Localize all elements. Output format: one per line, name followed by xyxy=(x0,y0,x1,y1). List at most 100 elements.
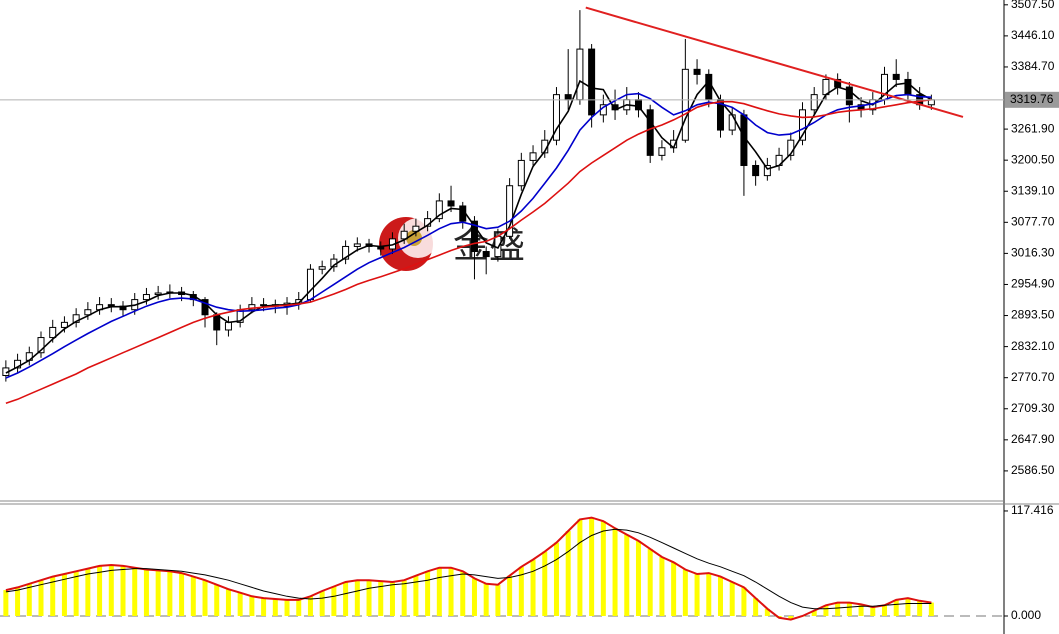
histogram-bar xyxy=(190,576,196,617)
y-tick-label: 2709.30 xyxy=(1011,401,1055,415)
histogram-bar xyxy=(811,610,817,617)
candle-body xyxy=(552,94,560,141)
histogram-bar xyxy=(296,599,302,617)
histogram-bar xyxy=(518,566,524,617)
histogram-bar xyxy=(272,599,278,617)
histogram-bar xyxy=(741,587,747,617)
histogram-bar xyxy=(717,576,723,617)
histogram-bar xyxy=(343,582,349,617)
candle-body xyxy=(681,68,689,141)
histogram-bar xyxy=(214,584,220,617)
candle-body xyxy=(224,321,232,331)
candle-body xyxy=(693,68,701,75)
histogram-bar xyxy=(73,571,79,617)
histogram-bar xyxy=(85,568,91,617)
histogram-bar xyxy=(753,598,759,617)
y-tick-label: 2954.90 xyxy=(1011,277,1055,291)
histogram-bar xyxy=(471,578,477,617)
histogram-bar xyxy=(764,608,770,617)
signal-line xyxy=(5,528,932,610)
moving-average-line xyxy=(5,92,932,379)
histogram-bar xyxy=(15,587,21,617)
candle-body xyxy=(142,294,150,301)
y-tick-label: 2832.10 xyxy=(1011,339,1055,353)
histogram-bar xyxy=(905,598,911,617)
histogram-bar xyxy=(38,580,44,617)
candle-body xyxy=(49,326,57,339)
histogram-bar xyxy=(671,562,677,617)
histogram-bar xyxy=(284,599,290,617)
candle-body xyxy=(482,251,490,258)
histogram-bar xyxy=(167,571,173,617)
candle-body xyxy=(810,94,818,111)
histogram-bar xyxy=(26,583,32,617)
y-tick-label: 2893.50 xyxy=(1011,308,1055,322)
candle-body xyxy=(564,94,572,101)
histogram-bar xyxy=(612,528,618,617)
watermark-text: 金盛 xyxy=(453,225,525,266)
candle-body xyxy=(37,337,45,354)
histogram-bar xyxy=(483,583,489,617)
histogram-bar xyxy=(225,589,231,617)
histogram-bar xyxy=(143,569,149,617)
histogram-bar xyxy=(366,580,372,617)
candle-body xyxy=(763,164,771,177)
current-price-label: 3319.76 xyxy=(1010,92,1054,106)
histogram-bar xyxy=(319,590,325,617)
histogram-bar xyxy=(61,573,67,617)
histogram-bar xyxy=(307,596,313,617)
histogram-bar xyxy=(50,576,56,617)
y-tick-label: 2770.70 xyxy=(1011,370,1055,384)
y-tick-label: 3139.10 xyxy=(1011,183,1055,197)
candle-body xyxy=(84,309,92,316)
y-tick-label: 3261.90 xyxy=(1011,121,1055,135)
candle-body xyxy=(342,245,350,260)
histogram-bar xyxy=(553,542,559,617)
histogram-bar xyxy=(928,602,934,617)
histogram-bar xyxy=(823,605,829,617)
histogram-bar xyxy=(155,570,161,617)
histogram-bar xyxy=(202,580,208,617)
histogram-bar xyxy=(507,575,513,617)
trendline xyxy=(585,6,964,118)
candle-body xyxy=(646,109,654,156)
candle-body xyxy=(60,321,68,328)
histogram-bar xyxy=(788,616,794,620)
histogram-bar xyxy=(237,592,243,617)
histogram-bar xyxy=(354,580,360,617)
histogram-bar xyxy=(647,548,653,617)
candle-body xyxy=(353,243,361,247)
y-tick-label: 3200.50 xyxy=(1011,152,1055,166)
candle-body xyxy=(154,292,162,296)
logo-dot xyxy=(406,230,422,246)
histogram-bar xyxy=(659,556,665,617)
histogram-bar xyxy=(917,600,923,617)
current-price-box xyxy=(1005,91,1059,108)
histogram-bar xyxy=(413,575,419,617)
histogram-bar xyxy=(706,573,712,617)
histogram-bar xyxy=(331,586,337,617)
histogram-bar xyxy=(249,596,255,617)
histogram-bar xyxy=(3,590,9,617)
candle-body xyxy=(447,200,455,207)
histogram-bar xyxy=(108,565,114,617)
y-tick-label: 3446.10 xyxy=(1011,28,1055,42)
candle-body xyxy=(412,225,420,232)
candle-body xyxy=(529,152,537,161)
candle-body xyxy=(904,78,912,96)
histogram-bar xyxy=(401,580,407,617)
histogram-bar xyxy=(835,602,841,617)
candle-body xyxy=(306,268,314,301)
candle-body xyxy=(400,230,408,240)
y-tick-label: 3077.70 xyxy=(1011,214,1055,228)
candle-body xyxy=(470,220,478,253)
histogram-bar xyxy=(846,602,852,617)
y-tick-label: 3507.50 xyxy=(1011,0,1055,11)
moving-average-line xyxy=(5,79,932,374)
candle-body xyxy=(517,159,525,187)
histogram-bar xyxy=(565,531,571,617)
candle-body xyxy=(318,266,326,270)
histogram-bar xyxy=(436,567,442,617)
